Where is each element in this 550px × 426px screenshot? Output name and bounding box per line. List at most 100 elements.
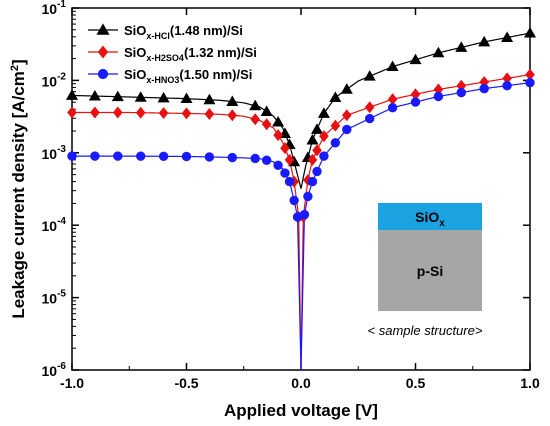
legend-entry-2: SiOx-HNO3(1.50 nm)/Si [124,67,252,85]
series-1-marker [312,144,322,157]
legend-label-rest: (1.48 nm)/Si [170,23,243,38]
series-1-marker [364,101,375,114]
series-1-marker [90,106,100,119]
y-tick-label-exp: -6 [57,361,66,372]
series-markers [65,27,537,223]
series-0-marker [311,123,324,134]
y-axis-title-sup: 2 [9,65,21,71]
series-1-marker [204,108,215,120]
series-0-marker [432,46,445,58]
legend-entry-0: SiOx-HCl(1.48 nm)/Si [124,23,243,41]
series-2-marker [280,168,290,178]
series-2-marker [479,83,489,94]
series-2-marker [456,87,466,98]
y-axis-title-main: Leakage current density [A/cm [9,71,28,319]
inset-caption: < sample structure> [368,323,483,338]
y-tick-label: 10-1 [42,0,67,17]
series-0-marker [317,107,330,118]
series-2-marker [312,166,322,177]
legend-label-main: SiO [124,23,146,38]
y-tick-label: 10-6 [42,361,67,379]
inset-sio-layer [378,203,482,230]
plot-frame [71,7,531,371]
y-tick-label-base: 10 [42,291,58,307]
series-2-marker [299,209,310,220]
series-2-marker [289,195,299,206]
inset-sio-label-sub: x [439,218,445,229]
series-2-marker [273,160,283,171]
series-2-marker [181,151,192,162]
y-axis-ticks [72,7,530,371]
series-0-marker [203,93,216,105]
legend-label-rest: (1.50 nm)/Si [179,67,252,82]
series-1-marker [113,106,123,119]
series-2-marker [525,77,535,88]
series-2-marker [204,152,215,162]
y-tick-label-base: 10 [42,1,58,17]
series-0-marker [363,70,376,81]
series-0-marker [260,105,273,117]
y-tick-label-base: 10 [42,146,58,162]
series-1-marker [342,109,352,122]
legend-marker-0 [96,23,110,35]
series-0-marker [88,89,101,101]
series-0-marker [455,41,468,52]
series-2-marker [365,113,375,124]
x-axis-title: Applied voltage [V] [224,401,378,420]
legend-label-sub: x-H2SO4 [146,53,184,63]
sample-structure-inset: SiOx p-Si < sample structure> [368,203,483,338]
series-1-marker [227,109,238,122]
series-0-marker [111,90,124,102]
series-2-marker [319,151,329,161]
series-0-marker [272,116,285,127]
series-2-marker [261,155,272,165]
series-1-marker [135,106,146,119]
series-0-marker [523,27,537,38]
series-0-marker [501,31,514,42]
x-tick-label: 0.0 [291,375,311,391]
y-tick-label-base: 10 [42,218,58,234]
legend-marker-1 [97,45,109,59]
series-2-marker [342,124,352,135]
series-0-marker [65,89,79,100]
series-1-marker [319,130,329,143]
series-0-marker [157,91,170,103]
series-0-marker [306,133,319,145]
series-2-marker [227,152,238,163]
legend-label-rest: (1.32 nm)/Si [184,45,257,60]
series-2-marker [433,91,444,102]
series-2-marker [330,138,341,148]
x-axis-tick-labels: -1.0 -0.5 0.0 0.5 1.0 [60,375,540,391]
y-tick-label: 10-5 [42,289,67,307]
series-2-marker [113,151,123,161]
y-tick-label-base: 10 [42,363,58,379]
inset-psi-label: p-Si [417,263,443,279]
series-0-marker [386,60,399,72]
inset-sio-label-main: SiO [415,209,439,225]
series-1-marker [307,153,318,166]
series-0-marker [226,95,239,107]
series-2-marker [410,97,421,107]
y-tick-label-exp: -3 [57,144,66,155]
y-tick-label: 10-3 [42,144,67,162]
series-0-marker [329,91,342,102]
series-1-marker [181,107,192,120]
series-0-marker [409,53,422,65]
series-lines [71,32,531,371]
x-tick-label: -0.5 [174,375,198,391]
series-2-marker [136,151,146,161]
series-0-marker [249,99,262,111]
y-tick-label: 10-2 [42,71,67,89]
x-axis-ticks [71,8,531,370]
series-0-marker [340,83,353,94]
x-tick-label: 0.5 [406,375,426,391]
x-tick-label: -1.0 [60,375,84,391]
y-tick-label-exp: -1 [57,0,66,10]
y-tick-label-exp: -5 [57,289,66,300]
series-1-marker [67,106,77,119]
series-2-marker [250,153,260,164]
legend-label-sub: x-HNO3 [146,75,179,85]
x-tick-label: 1.0 [520,375,540,391]
